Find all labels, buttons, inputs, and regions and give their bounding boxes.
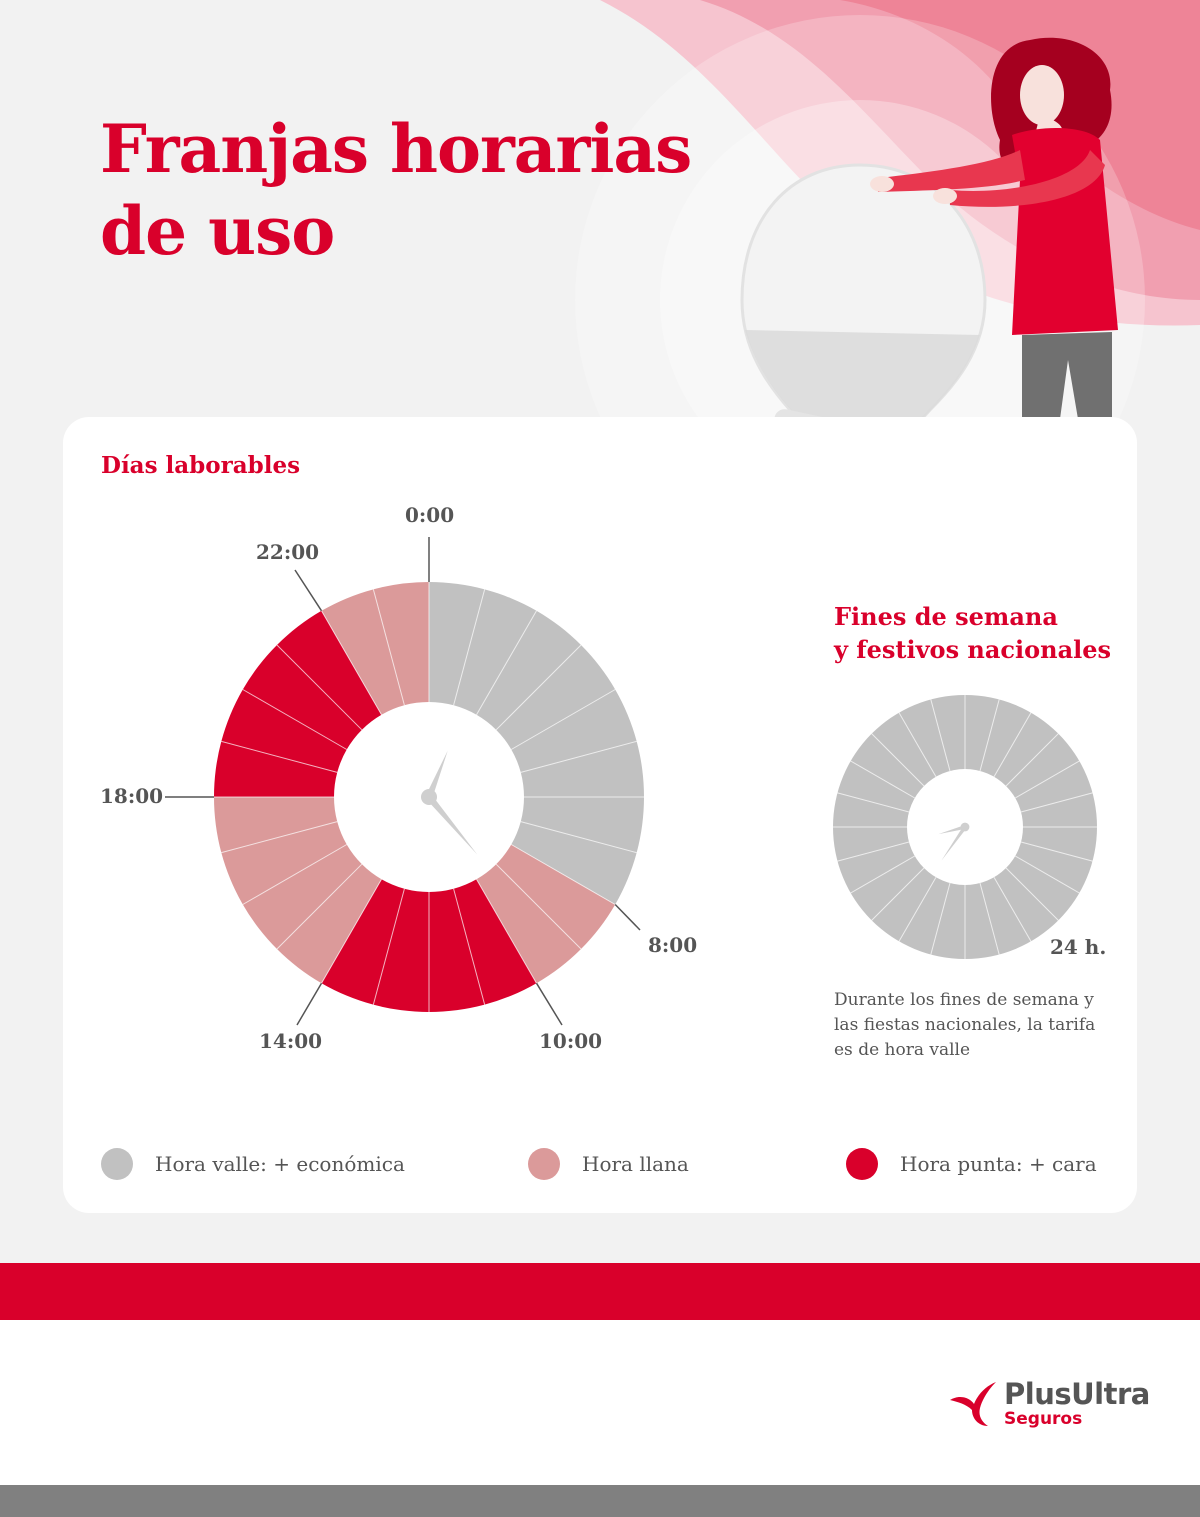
brand-logo: PlusUltra Seguros <box>948 1378 1150 1428</box>
time-label-8: 8:00 <box>648 933 698 957</box>
hour-divider <box>476 610 537 715</box>
leader-line-14 <box>296 982 323 1026</box>
donut-segment-0 <box>429 582 644 905</box>
legend-label: Hora valle: + económica <box>155 1152 405 1176</box>
hour-divider <box>276 863 363 950</box>
weekday-leader-lines <box>165 537 641 1026</box>
weekend-hours-label: 24 h. <box>1050 935 1107 959</box>
clock-icon <box>938 822 970 861</box>
legend-label: Hora punta: + cara <box>900 1152 1097 1176</box>
hour-divider <box>221 821 338 854</box>
weekday-donut-chart <box>214 582 644 1012</box>
hour-divider <box>1005 867 1059 921</box>
hour-divider <box>930 882 951 955</box>
hour-divider <box>993 876 1032 942</box>
clock-minute-hand <box>941 825 967 861</box>
time-label-0: 0:00 <box>405 503 455 527</box>
hour-divider <box>511 844 616 905</box>
legend-swatch <box>846 1148 878 1180</box>
weekend-title-line-1: Fines de semana <box>834 602 1058 631</box>
hour-divider <box>242 689 347 750</box>
hour-divider <box>898 876 937 942</box>
title-line-2: de uso <box>100 192 335 270</box>
logo-text: PlusUltra Seguros <box>1004 1378 1150 1428</box>
legend-swatch <box>528 1148 560 1180</box>
leader-line-22 <box>294 569 323 612</box>
hour-divider <box>898 712 937 778</box>
page-title: Franjas horarias de uso <box>100 108 692 272</box>
hour-divider <box>321 879 382 984</box>
brand-name: PlusUltra <box>1004 1377 1150 1411</box>
hour-divider <box>850 760 916 799</box>
hour-divider <box>1014 760 1080 799</box>
hour-divider <box>321 610 382 715</box>
hour-divider <box>850 855 916 894</box>
footer-grey-band <box>0 1485 1200 1517</box>
hour-divider <box>495 644 582 731</box>
hour-divider <box>871 867 925 921</box>
leader-line-10 <box>535 982 563 1026</box>
hour-divider <box>372 888 405 1005</box>
hour-divider <box>242 844 347 905</box>
weekend-title-line-2: y festivos nacionales <box>834 635 1112 664</box>
weekend-note: Durante los fines de semana y las fiesta… <box>834 990 1096 1060</box>
legend-swatch <box>101 1148 133 1180</box>
legend-item-punta: Hora punta: + cara <box>846 1148 1097 1180</box>
hour-divider <box>993 712 1032 778</box>
footer-white-band <box>0 1320 1200 1485</box>
hour-divider <box>453 589 486 706</box>
clock-icon <box>421 750 478 855</box>
hour-divider <box>1014 855 1080 894</box>
legend-item-llana: Hora llana <box>528 1148 689 1180</box>
brand-sub: Seguros <box>1004 1409 1083 1429</box>
plusultra-logo-icon <box>950 1382 996 1426</box>
footer-red-band <box>0 1263 1200 1320</box>
clock-center <box>421 789 437 805</box>
hour-divider <box>476 879 537 984</box>
hour-divider <box>930 699 951 772</box>
donut-segment-5 <box>321 582 429 715</box>
hour-divider <box>1020 792 1093 813</box>
legend-label: Hora llana <box>582 1152 689 1176</box>
clock-hour-hand <box>938 825 966 835</box>
hour-divider <box>1005 733 1059 787</box>
hour-divider <box>871 733 925 787</box>
clock-center <box>960 822 970 832</box>
clock-minute-hand <box>426 794 478 855</box>
legend-item-valle: Hora valle: + económica <box>101 1148 405 1180</box>
clock-hour-hand <box>425 750 448 799</box>
hour-divider <box>453 888 486 1005</box>
weekend-chart-title: Fines de semana y festivos nacionales <box>834 600 1111 666</box>
hour-divider <box>837 841 910 862</box>
hour-divider <box>221 740 338 773</box>
hour-divider <box>511 689 616 750</box>
hour-divider <box>520 740 637 773</box>
weekday-chart-title: Días laborables <box>101 452 301 479</box>
pink-wave-inner <box>840 0 1200 230</box>
hour-divider <box>276 644 363 731</box>
weekend-donut-chart <box>833 695 1097 959</box>
title-line-1: Franjas horarias <box>100 110 692 188</box>
leader-line-8 <box>614 903 641 931</box>
hour-divider <box>1020 841 1093 862</box>
hour-divider <box>520 821 637 854</box>
hour-divider <box>837 792 910 813</box>
hour-divider <box>979 882 1000 955</box>
hour-divider <box>979 699 1000 772</box>
time-label-14: 14:00 <box>259 1029 323 1053</box>
time-label-22: 22:00 <box>256 540 320 564</box>
time-label-18: 18:00 <box>100 784 164 808</box>
hour-divider <box>372 589 405 706</box>
hour-divider <box>495 863 582 950</box>
time-label-10: 10:00 <box>539 1029 603 1053</box>
